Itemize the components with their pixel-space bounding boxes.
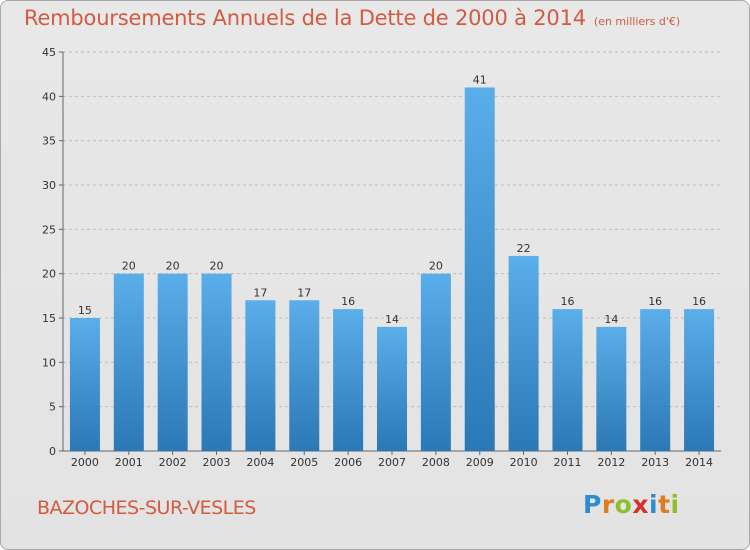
logo-letter: r [601,490,615,519]
y-tick-label: 5 [49,401,56,414]
x-tick-label: 2008 [422,456,450,469]
bar [201,273,232,451]
logo-letter: t [658,490,671,519]
title-row: Remboursements Annuels de la Dette de 20… [24,6,680,30]
logo-letter: P [583,490,602,519]
logo-letter: i [649,490,659,519]
y-tick-label: 25 [42,223,56,236]
bar [420,273,451,451]
bar-value-label: 16 [341,295,355,308]
bar [157,273,188,451]
x-tick-label: 2007 [378,456,406,469]
x-tick-label: 2014 [685,456,713,469]
bar-value-label: 14 [385,313,399,326]
bar-value-label: 16 [692,295,706,308]
bar [508,255,539,451]
y-tick-label: 40 [42,90,56,103]
bar [333,309,364,451]
y-tick-label: 15 [42,312,56,325]
x-tick-label: 2003 [203,456,231,469]
bar-value-label: 15 [78,304,92,317]
y-tick-label: 35 [42,135,56,148]
commune-name: BAZOCHES-SUR-VESLES [37,497,256,519]
bar-value-label: 22 [517,242,531,255]
x-tick-label: 2013 [641,456,669,469]
bar [69,318,100,451]
x-tick-label: 2004 [246,456,274,469]
bar-value-label: 20 [210,260,224,273]
x-tick-label: 2010 [510,456,538,469]
y-tick-label: 10 [42,356,56,369]
x-tick-label: 2012 [597,456,625,469]
x-tick-label: 2001 [115,456,143,469]
x-tick-label: 2006 [334,456,362,469]
bar-value-label: 20 [166,260,180,273]
bar-value-label: 41 [473,73,487,86]
y-tick-label: 45 [42,46,56,59]
x-tick-label: 2000 [71,456,99,469]
x-tick-label: 2011 [553,456,581,469]
bar-value-label: 16 [648,295,662,308]
x-tick-label: 2009 [466,456,494,469]
bar [377,326,407,451]
logo-letter: o [614,490,633,519]
y-tick-label: 0 [49,445,56,458]
x-tick-label: 2002 [159,456,187,469]
unit-label: (en milliers d'€) [593,15,681,28]
logo-letter: x [632,490,649,519]
bar-value-label: 16 [560,295,574,308]
y-tick-label: 20 [42,268,56,281]
bar [113,273,144,451]
bar-value-label: 17 [297,286,311,299]
bar [552,309,583,451]
chart-title: Remboursements Annuels de la Dette de 20… [24,6,586,30]
bar [289,300,320,451]
bar [464,87,495,451]
bar-value-label: 17 [253,286,267,299]
y-tick-label: 30 [42,179,56,192]
bar-value-label: 14 [604,313,618,326]
bar [245,300,276,451]
bar [684,309,715,451]
bar [596,326,627,451]
logo-letter: i [670,490,680,519]
bar [640,309,671,451]
x-tick-label: 2005 [290,456,318,469]
bar-value-label: 20 [122,260,136,273]
bar-value-label: 20 [429,260,443,273]
proxiti-logo: Proxiti [583,490,680,519]
